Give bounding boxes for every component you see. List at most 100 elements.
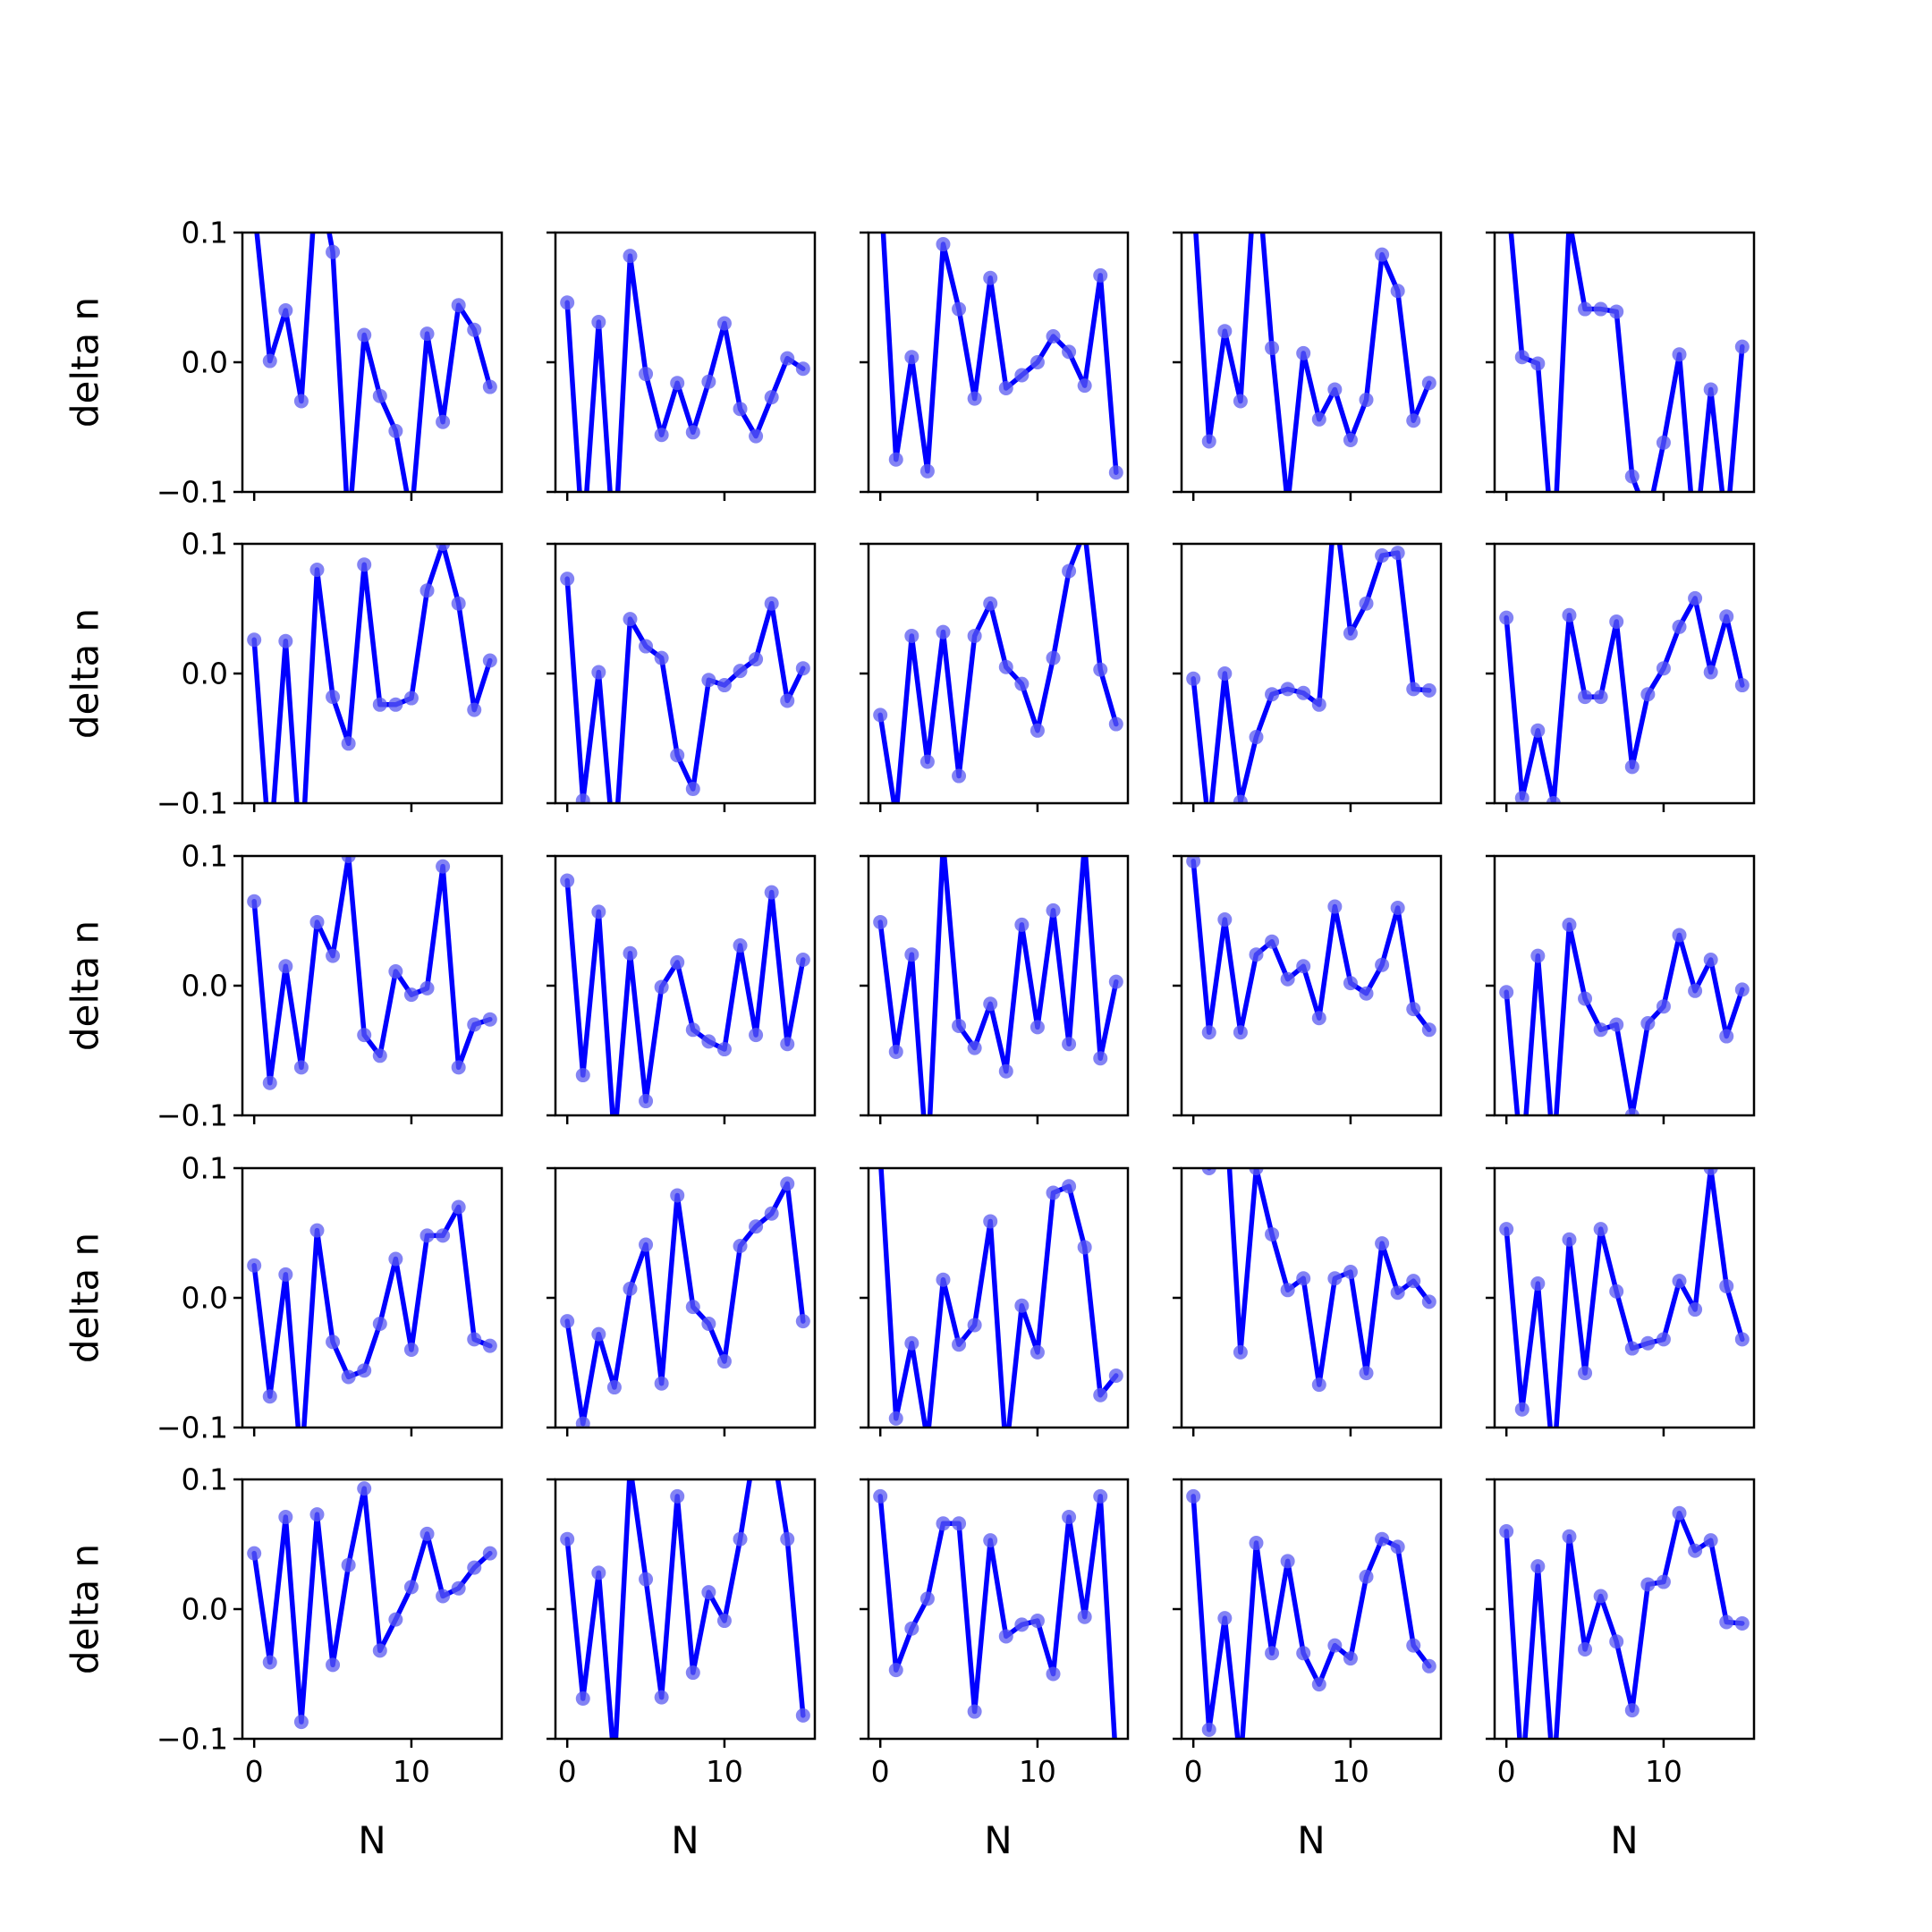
data-point bbox=[247, 1546, 262, 1561]
series-line bbox=[254, 233, 493, 492]
data-point bbox=[262, 1389, 277, 1404]
data-point bbox=[278, 633, 293, 648]
data-point bbox=[591, 1326, 606, 1342]
data-point bbox=[1046, 1185, 1061, 1200]
data-point bbox=[1296, 1646, 1311, 1661]
data-point bbox=[1593, 1589, 1608, 1604]
data-point bbox=[403, 987, 419, 1003]
data-point bbox=[1343, 1265, 1358, 1279]
series-area bbox=[560, 1479, 810, 1739]
x-tick-label: 0 bbox=[245, 1754, 264, 1789]
data-point bbox=[998, 1063, 1013, 1079]
data-point bbox=[873, 914, 888, 929]
data-point bbox=[1390, 546, 1405, 561]
data-point bbox=[1217, 1611, 1233, 1626]
series-area bbox=[247, 856, 497, 1090]
data-point bbox=[1327, 899, 1343, 914]
data-point bbox=[293, 1715, 309, 1730]
data-point bbox=[1077, 1609, 1092, 1624]
data-point bbox=[357, 1028, 372, 1043]
data-point bbox=[357, 1363, 372, 1378]
series-area bbox=[1508, 233, 1750, 492]
data-point bbox=[372, 697, 387, 712]
data-point bbox=[780, 351, 795, 366]
data-point bbox=[403, 1580, 419, 1595]
data-point bbox=[388, 964, 403, 979]
x-tick-label: 10 bbox=[1645, 1754, 1682, 1789]
data-point bbox=[1077, 1240, 1092, 1255]
data-point bbox=[654, 428, 669, 443]
series-area bbox=[247, 544, 497, 803]
data-point bbox=[983, 270, 998, 285]
data-point bbox=[262, 1655, 277, 1670]
data-point bbox=[1734, 982, 1750, 997]
series-line bbox=[251, 544, 493, 803]
data-point bbox=[1186, 671, 1201, 686]
data-point bbox=[952, 1516, 967, 1531]
data-point bbox=[591, 665, 606, 680]
data-point bbox=[341, 856, 356, 863]
data-point bbox=[1672, 1505, 1687, 1521]
data-point bbox=[670, 376, 685, 391]
data-point bbox=[467, 702, 482, 717]
data-point bbox=[670, 1188, 685, 1203]
data-point bbox=[1734, 1615, 1750, 1631]
data-point bbox=[749, 428, 764, 444]
data-point bbox=[1640, 1016, 1656, 1031]
data-point bbox=[1703, 382, 1718, 397]
series-line bbox=[564, 576, 806, 803]
data-point bbox=[560, 295, 575, 310]
data-point bbox=[1062, 344, 1077, 360]
data-point bbox=[936, 1272, 951, 1287]
data-point bbox=[451, 1580, 466, 1596]
data-point bbox=[1030, 355, 1045, 369]
subplot-r2-c3 bbox=[860, 542, 1130, 812]
data-point bbox=[326, 1335, 341, 1350]
data-point bbox=[1046, 329, 1061, 343]
data-point bbox=[654, 650, 669, 665]
data-point bbox=[1186, 1488, 1201, 1504]
data-point bbox=[1311, 1377, 1326, 1393]
data-point bbox=[1609, 1017, 1624, 1032]
data-point bbox=[670, 954, 685, 970]
data-point bbox=[1327, 1638, 1343, 1653]
data-point bbox=[639, 1572, 654, 1587]
data-point bbox=[873, 708, 888, 723]
y-tick-label: 0.1 bbox=[182, 527, 228, 562]
data-point bbox=[733, 402, 748, 417]
data-point bbox=[952, 768, 967, 784]
data-point bbox=[983, 596, 998, 611]
subplot-r5-c2: 0 10N bbox=[547, 1478, 817, 1862]
data-point bbox=[780, 1176, 795, 1191]
data-point bbox=[654, 979, 669, 995]
data-point bbox=[795, 953, 810, 967]
data-point bbox=[1217, 324, 1233, 339]
series-area bbox=[873, 544, 1123, 803]
data-point bbox=[1201, 1168, 1216, 1175]
data-point bbox=[1280, 682, 1295, 697]
subplot-r3-c1: 0.1 0.0 −0.1 delta n bbox=[64, 839, 504, 1133]
data-point bbox=[780, 1531, 795, 1546]
series-area bbox=[1186, 856, 1436, 1040]
data-point bbox=[1672, 928, 1687, 943]
series-line bbox=[1193, 233, 1432, 492]
data-point bbox=[388, 1251, 403, 1267]
data-point bbox=[1390, 1539, 1405, 1555]
data-point bbox=[904, 1335, 919, 1351]
data-point bbox=[936, 1516, 951, 1531]
data-point bbox=[998, 381, 1013, 395]
data-point bbox=[936, 624, 951, 640]
data-point bbox=[247, 632, 262, 648]
y-tick-label: 0.0 bbox=[182, 345, 228, 380]
data-point bbox=[749, 1219, 764, 1234]
data-point bbox=[764, 596, 779, 611]
data-point bbox=[952, 301, 967, 317]
data-point bbox=[670, 1488, 685, 1504]
data-point bbox=[357, 557, 372, 572]
data-point bbox=[278, 303, 293, 318]
data-point bbox=[685, 782, 700, 797]
data-point bbox=[654, 1376, 669, 1391]
data-point bbox=[983, 996, 998, 1012]
data-point bbox=[1640, 1577, 1656, 1592]
data-point bbox=[904, 350, 919, 365]
